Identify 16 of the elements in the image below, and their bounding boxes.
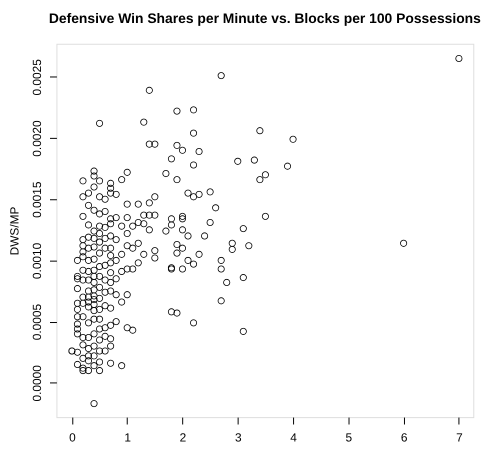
y-axis-title: DWS/MP	[7, 206, 22, 256]
x-tick-label: 2	[180, 430, 186, 444]
x-tick-label: 5	[346, 430, 353, 444]
x-tick-label: 0	[69, 430, 76, 444]
x-tick-label: 6	[400, 430, 408, 444]
y-tick-label: 0.0005	[30, 304, 44, 340]
x-tick-label: 4	[290, 430, 298, 444]
y-tick-label: 0.0010	[30, 242, 44, 280]
chart-title: Defensive Win Shares per Minute vs. Blocks per 100 Possessions	[48, 10, 482, 26]
y-tick-label: 0.0020	[30, 120, 44, 157]
y-tick-label: 0.0000	[30, 364, 44, 402]
x-tick-label: 3	[234, 430, 242, 444]
x-tick-label: 7	[456, 430, 463, 444]
y-tick-label: 0.0015	[30, 181, 44, 218]
x-tick-label: 1	[124, 430, 132, 444]
y-tick-label: 0.0025	[30, 58, 44, 96]
